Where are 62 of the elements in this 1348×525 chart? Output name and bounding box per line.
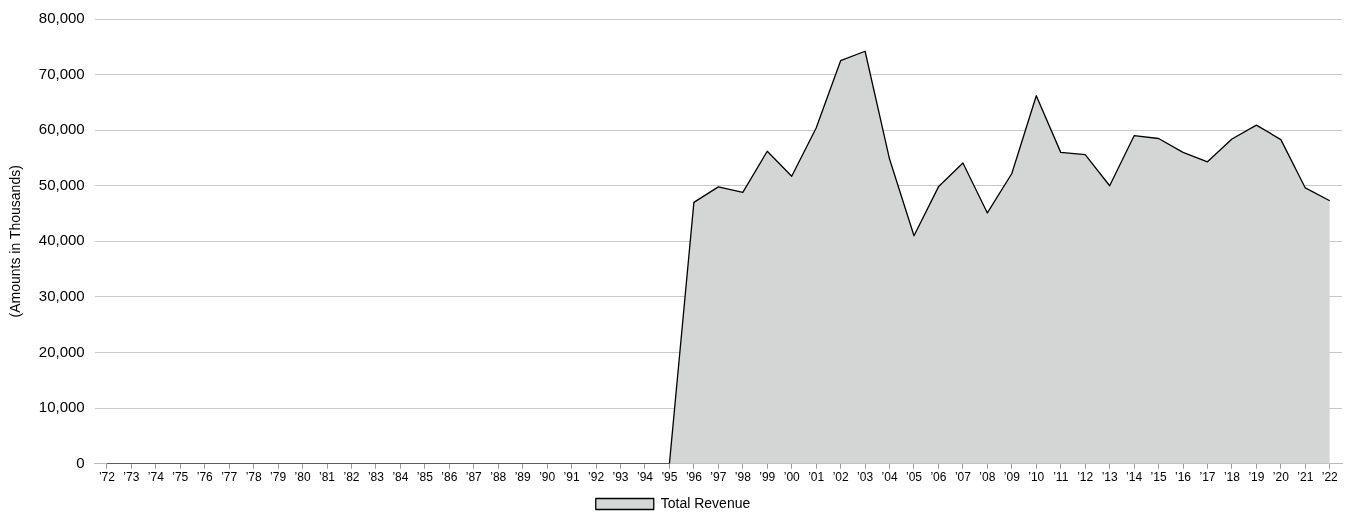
x-tick-label: ’00 [783,470,801,485]
x-tick-label: ’19 [1248,470,1265,485]
x-tick-label: ’05 [905,470,923,485]
y-tick-label: 10,000 [38,398,85,416]
x-tick-label: ’81 [319,470,336,485]
x-tick-label: ’09 [1003,470,1021,485]
x-tick-label: ’77 [221,470,238,485]
x-tick-label: ’13 [1101,470,1118,485]
x-tick-label: ’76 [196,470,214,485]
x-tick-label: ’06 [930,470,947,485]
x-tick-label: ’97 [710,470,727,485]
y-tick-label: 60,000 [38,120,85,138]
x-tick-label: ’02 [832,470,849,485]
x-tick-label: ’10 [1028,470,1045,485]
x-tick-label: ’11 [1053,470,1069,485]
x-tick-label: ’85 [416,470,434,485]
x-tick-label: ’84 [392,470,409,485]
x-tick-label: ’75 [172,470,189,485]
y-tick-label: 20,000 [38,342,85,360]
x-tick-label: ’92 [588,470,605,485]
x-tick-label: ’80 [294,470,311,485]
y-tick-label: 50,000 [38,175,85,193]
x-tick-label: ’90 [539,470,556,485]
x-tick-label: ’94 [636,470,654,485]
x-tick-label: ’96 [685,470,703,485]
x-tick-label: ’89 [514,470,532,485]
x-tick-label: ’20 [1272,470,1290,485]
y-tick-label: 30,000 [38,287,85,305]
x-tick-label: ’86 [441,470,458,485]
x-tick-label: ’91 [563,470,580,485]
x-tick-label: ’87 [465,470,483,485]
x-tick-label: ’17 [1199,470,1216,485]
x-tick-label: ’12 [1077,470,1094,485]
x-tick-label: ’73 [123,470,140,485]
x-tick-label: ’83 [367,470,385,485]
y-axis-title: (Amounts in Thousands) [7,165,24,318]
legend-label: Total Revenue [660,494,751,511]
x-tick-label: ’16 [1175,470,1192,485]
x-tick-label: ’07 [954,470,972,485]
x-tick-label: ’18 [1223,470,1241,485]
x-tick-label: ’82 [343,470,360,485]
y-tick-label: 40,000 [38,231,85,249]
x-tick-label: ’99 [759,470,776,485]
x-tick-label: ’74 [147,470,165,485]
y-tick-label: 0 [76,453,85,471]
x-tick-label: ’88 [490,470,507,485]
x-tick-label: ’03 [857,470,874,485]
x-tick-label: ’72 [98,470,116,485]
x-tick-label: ’22 [1321,470,1339,485]
x-tick-label: ’08 [979,470,996,485]
x-tick-label: ’15 [1150,470,1167,485]
x-tick-label: ’95 [661,470,678,485]
y-tick-label: 70,000 [38,64,85,82]
x-tick-label: ’01 [808,470,825,485]
x-tick-label: ’04 [881,470,898,485]
x-tick-label: ’98 [734,470,752,485]
y-tick-label: 80,000 [38,9,85,27]
x-tick-label: ’79 [270,470,287,485]
x-tick-label: ’21 [1297,470,1314,485]
x-tick-label: ’14 [1126,470,1143,485]
x-tick-label: ’78 [245,470,262,485]
x-tick-label: ’93 [612,470,629,485]
